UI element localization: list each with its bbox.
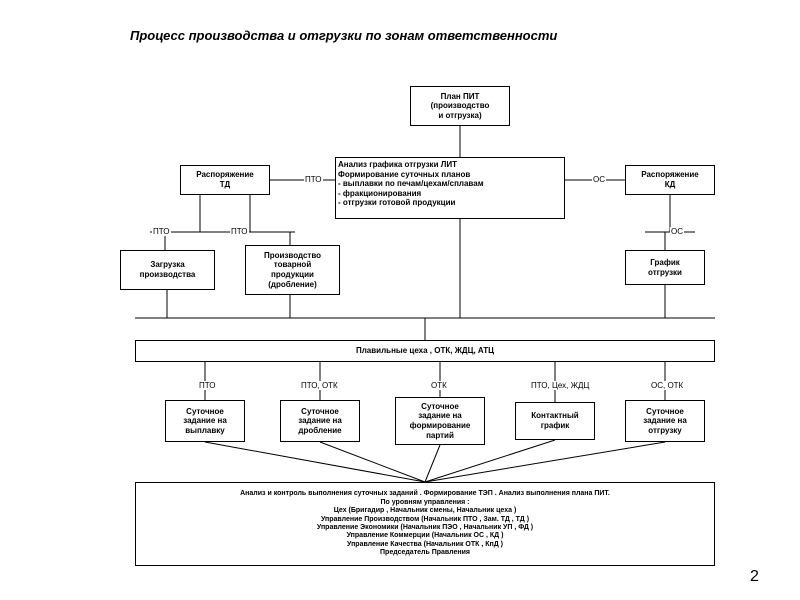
node-sut-form: Суточноезадание наформированиепартий [395, 397, 485, 445]
node-rasp-kd: РаспоряжениеКД [625, 165, 715, 195]
node-kontakt: Контактныйграфик [515, 402, 595, 440]
edge-label-col-2: ПТО, ОТК [300, 381, 339, 390]
edge-label-os-2: ОС [670, 227, 684, 236]
edge-label-os-1: ОС [592, 175, 606, 184]
edge-label-pto-1: ПТО [304, 175, 323, 184]
node-sut-otgruzka: Суточноезадание наотгрузку [625, 400, 705, 442]
edge-label-col-3: ОТК [430, 381, 448, 390]
node-sut-vyplavka: Суточноезадание навыплавку [165, 400, 245, 442]
node-prod-tovar: Производствотоварнойпродукции(дробление) [245, 245, 340, 295]
node-rasp-td: РаспоряжениеТД [180, 165, 270, 195]
page-number: 2 [750, 568, 759, 586]
edge-label-col-5: ОС, ОТК [650, 381, 684, 390]
node-final: Анализ и контроль выполнения суточных за… [135, 482, 715, 566]
edge-label-pto-2: ПТО [152, 227, 171, 236]
edge-label-pto-3: ПТО [230, 227, 249, 236]
node-zagruzka: Загрузкапроизводства [120, 250, 215, 290]
diagram-title: Процесс производства и отгрузки по зонам… [130, 28, 557, 43]
node-plavilnye: Плавильные цеха , ОТК, ЖДЦ, АТЦ [135, 340, 715, 362]
node-analysis: Анализ графика отгрузки ЛИТФормирование … [335, 157, 565, 219]
edge-label-col-1: ПТО [198, 381, 217, 390]
edge-label-col-4: ПТО, Цех, ЖДЦ [530, 381, 590, 390]
node-grafik-otgr: Графикотгрузки [625, 250, 705, 285]
node-sut-droblenie: Суточноезадание надробление [280, 400, 360, 442]
node-plan: План ПИТ(производствои отгрузка) [410, 86, 510, 126]
